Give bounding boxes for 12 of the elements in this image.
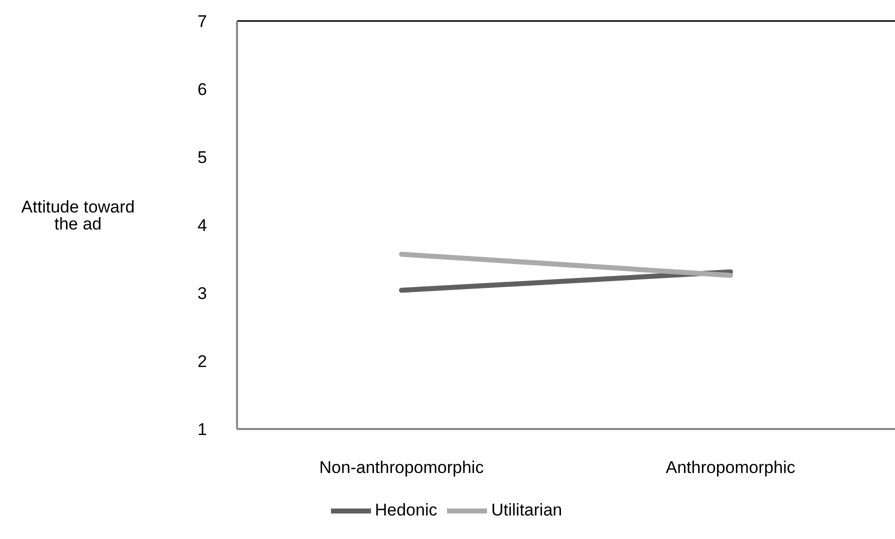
y-tick-label: 4 (198, 216, 207, 236)
x-tick-label: Anthropomorphic (666, 458, 796, 478)
y-tick-label: 7 (198, 12, 207, 32)
y-tick-label: 3 (198, 284, 207, 304)
legend-label: Utilitarian (491, 500, 562, 520)
y-tick-label: 1 (198, 420, 207, 440)
y-axis-title: Attitude toward the ad (21, 198, 135, 234)
y-tick-label: 2 (198, 352, 207, 372)
y-tick-label: 6 (198, 80, 207, 100)
x-tick-label: Non-anthropomorphic (319, 458, 484, 478)
legend-label: Hedonic (374, 500, 438, 520)
y-tick-label: 5 (198, 148, 207, 168)
